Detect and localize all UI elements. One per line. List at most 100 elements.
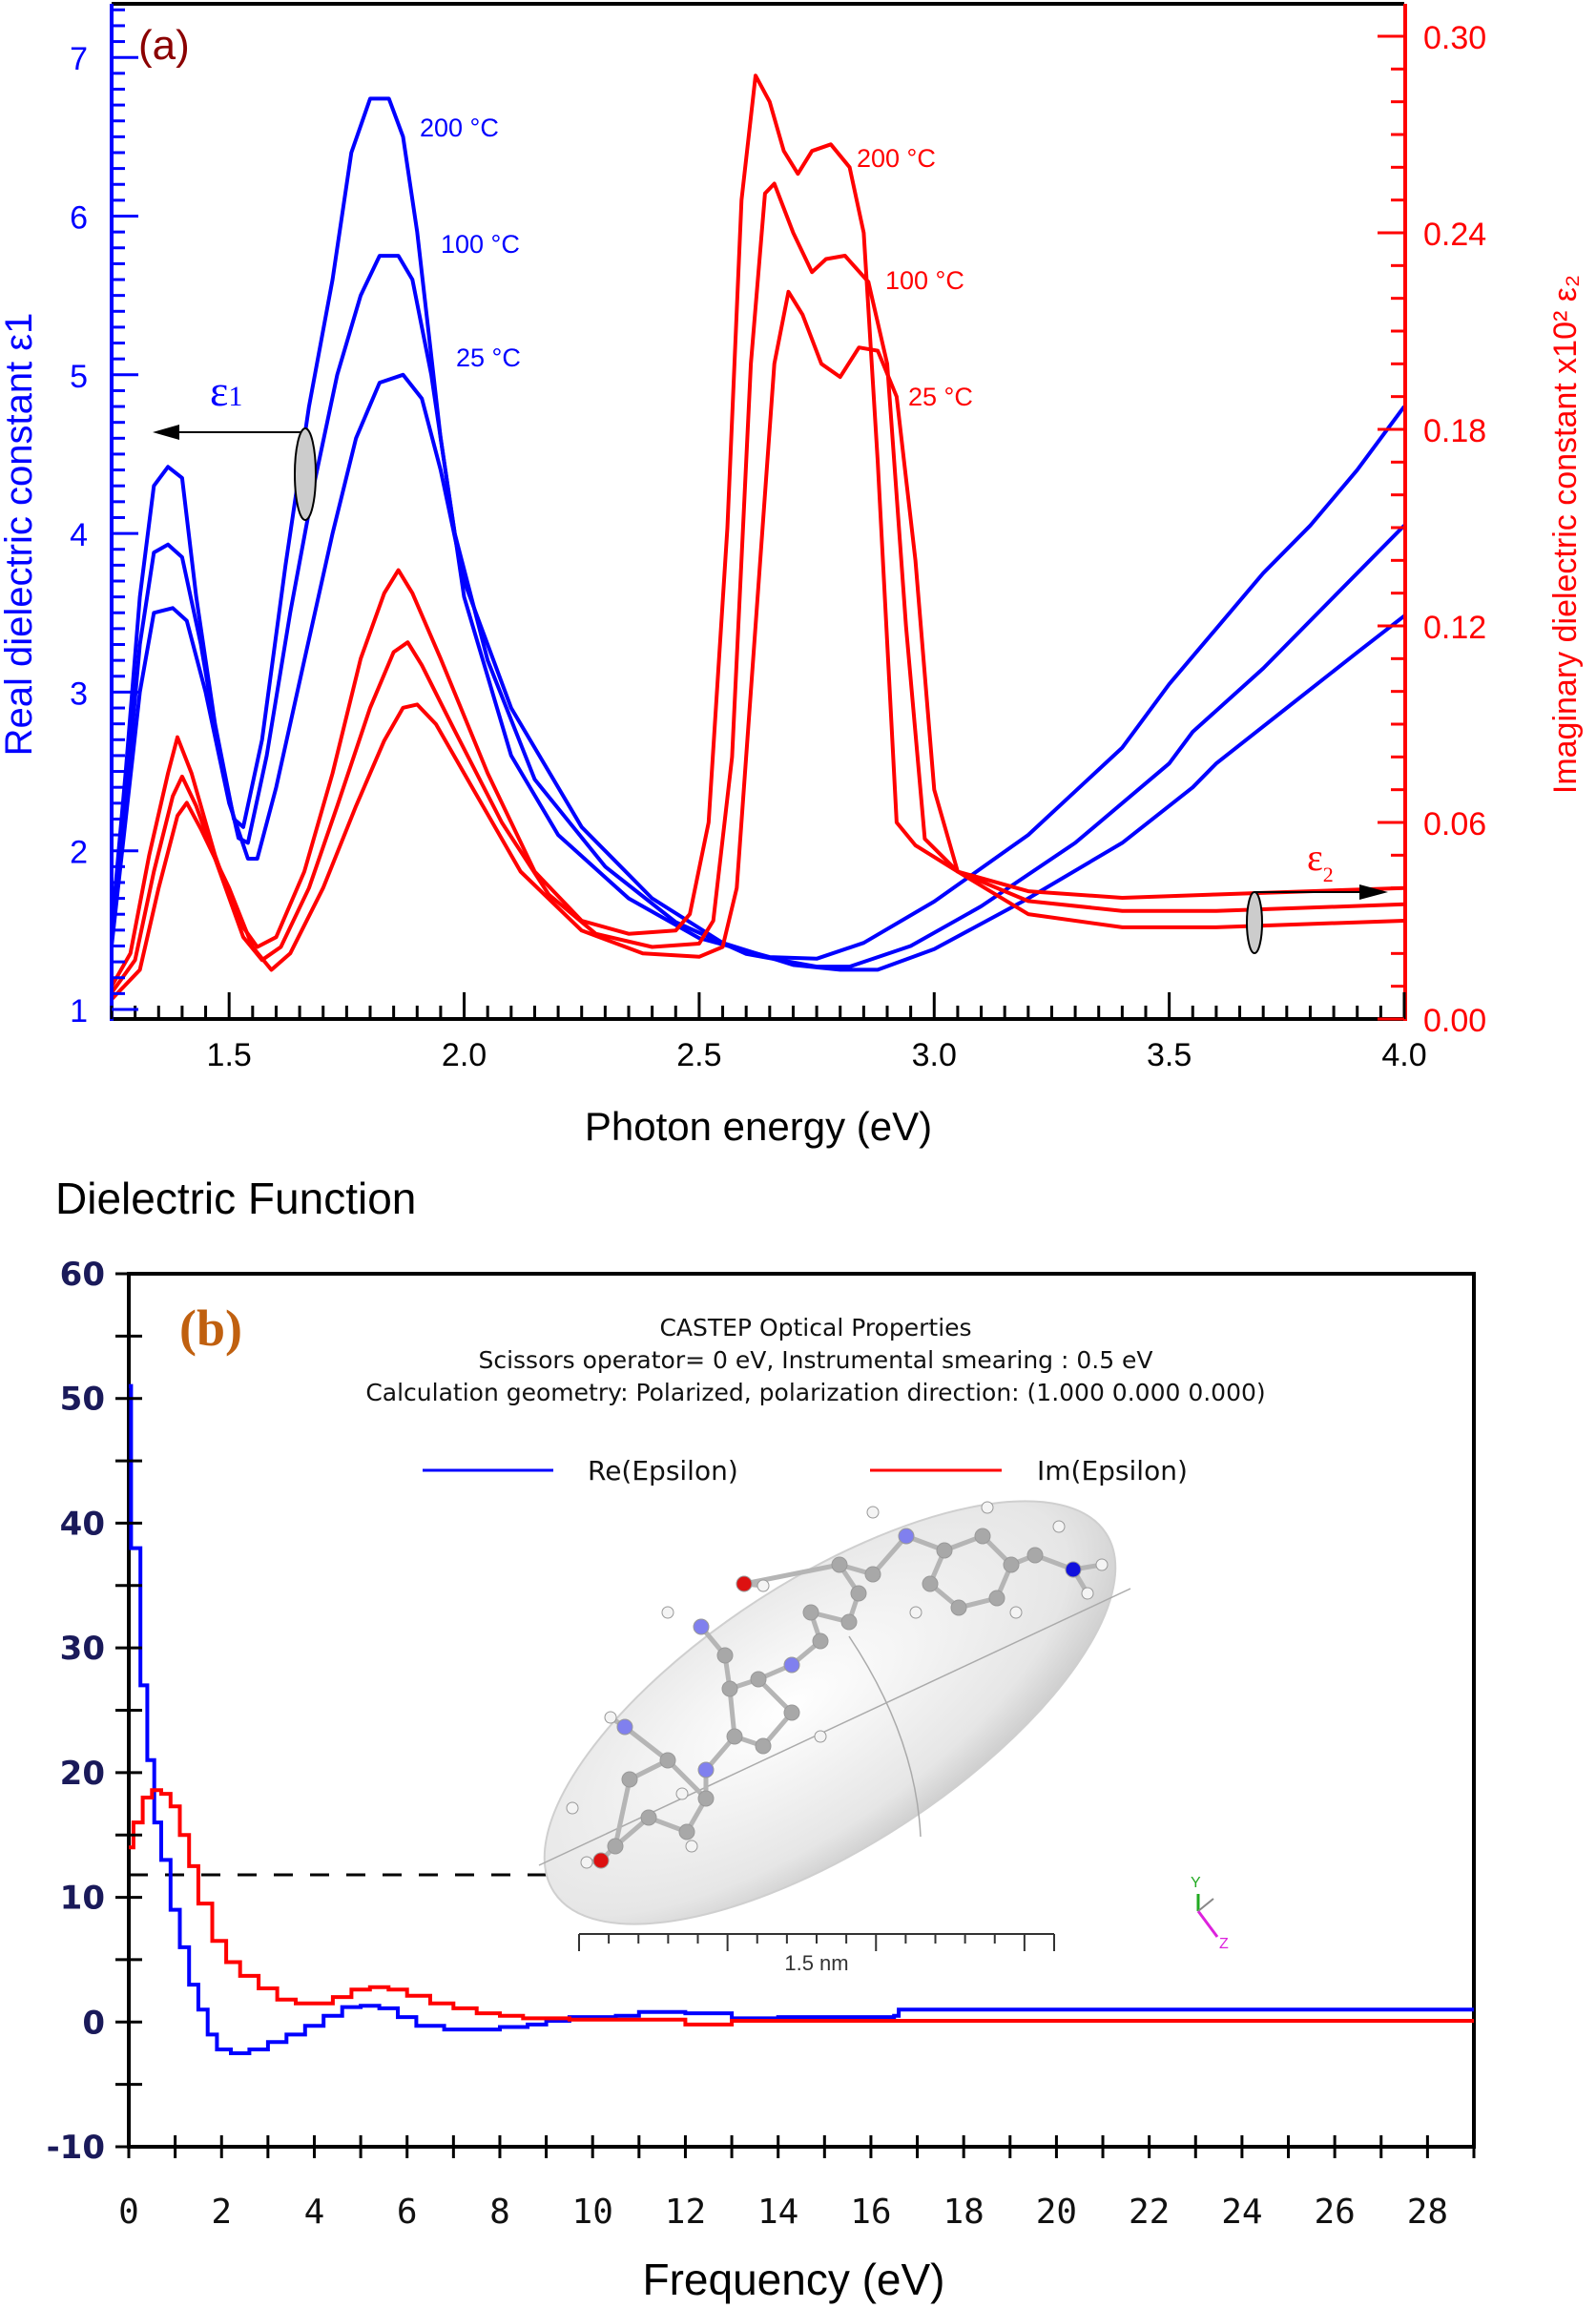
eps2-annotation: ε2 [1307, 836, 1334, 886]
molecule-atom-n [783, 1656, 800, 1674]
axis-triad-icon: Y Z [1191, 1875, 1229, 1952]
panel-a-right-axis-title: Imaginary dielectric constant x10² ε₂ [1547, 275, 1584, 794]
molecule-bond [623, 1725, 670, 1762]
legend-label-re: Re(Epsilon) [588, 1455, 738, 1487]
y-tick-label: 30 [60, 1630, 105, 1668]
molecule-atom-c [936, 1542, 953, 1559]
molecule-atom-h [675, 1787, 689, 1800]
right-y-tick-label: 0.00 [1423, 1003, 1486, 1039]
panel-b-x-tick-labels: 0 2 4 6 8 10 12 14 16 18 20 22 24 26 28 [118, 2193, 1448, 2232]
right-y-tick-label: 0.12 [1423, 610, 1486, 646]
left-y-tick-label: 5 [70, 359, 88, 395]
left-y-tick-label: 6 [70, 200, 88, 237]
molecule-atom-h [661, 1606, 674, 1619]
right-y-tick-label: 0.18 [1423, 413, 1486, 449]
scale-bar-label: 1.5 nm [784, 1951, 848, 1975]
scale-bar-ticks [578, 1934, 1055, 1951]
eps1-annotation: ε1 [210, 366, 242, 415]
left-y-tick-label: 7 [70, 41, 88, 77]
molecule-atom-n [693, 1618, 710, 1635]
molecule-atom-n [616, 1718, 633, 1736]
x-tick-label: 6 [397, 2193, 418, 2232]
temp-label-blue-25: 25 °C [456, 343, 521, 372]
temp-label-red-200: 200 °C [857, 144, 936, 173]
x-tick-label: 3.5 [1147, 1037, 1192, 1073]
molecule-atom-c [721, 1680, 738, 1697]
x-tick-label: 1.5 [207, 1037, 252, 1073]
temp-label-blue-100: 100 °C [441, 230, 520, 259]
molecule-atom-h [566, 1801, 579, 1815]
y-tick-label: -10 [47, 2129, 105, 2167]
panel-b-label: (b) [179, 1300, 242, 1357]
left-y-tick-label: 3 [70, 676, 88, 712]
panel-b-ticks [115, 1272, 1476, 2158]
x-tick-label: 24 [1221, 2193, 1262, 2232]
panel-b: Dielectric Function (b) CASTEP Optical P… [47, 1174, 1476, 2304]
right-y-tick-label: 0.30 [1423, 20, 1486, 56]
molecule-atom-c [659, 1752, 676, 1769]
molecule-bond [612, 1778, 632, 1847]
x-tick-label: 8 [489, 2193, 510, 2232]
molecule-atom-h [1009, 1606, 1023, 1619]
eps2-arrow-head [1359, 884, 1388, 900]
temp-label-red-25: 25 °C [908, 383, 973, 411]
molecule-atom-c [850, 1585, 867, 1602]
panel-b-x-axis-title: Frequency (eV) [642, 2255, 944, 2304]
molecule-atom-h [814, 1730, 827, 1743]
x-tick-label: 18 [943, 2193, 984, 2232]
molecule-atom-c [716, 1647, 734, 1664]
molecule-atom-c [988, 1590, 1005, 1607]
molecule-atom-c [783, 1704, 800, 1721]
x-tick-label: 22 [1129, 2193, 1170, 2232]
molecule-atom-h [909, 1606, 922, 1619]
panel-b-y-tick-labels: 60 50 40 30 20 10 0 -10 [47, 1256, 105, 2167]
x-tick-label: 4.0 [1381, 1037, 1426, 1073]
y-tick-label: 40 [60, 1505, 105, 1543]
molecule-atom-h [580, 1856, 593, 1869]
molecule-atom-c [802, 1604, 819, 1621]
panel-a-label: (a) [138, 22, 190, 69]
panel-b-legend: Re(Epsilon) Im(Epsilon) [423, 1455, 1188, 1487]
molecule-atom-c [922, 1575, 939, 1592]
x-tick-label: 2.0 [442, 1037, 487, 1073]
molecule-inset: 1.5 nm Y Z [538, 1500, 1229, 1975]
molecule-atom-c [974, 1528, 991, 1545]
molecule-atom-c [640, 1809, 657, 1826]
left-y-tick-label: 2 [70, 835, 88, 871]
molecule-structure [566, 1501, 1109, 1869]
y-tick-label: 50 [60, 1381, 105, 1419]
molecule-atom-h [604, 1711, 617, 1724]
panel-a-series-group [110, 73, 1406, 1001]
molecule-bond [666, 1758, 708, 1800]
panel-a-x-tick-labels: 1.5 2.0 2.5 3.0 3.5 4.0 [207, 1037, 1427, 1073]
panel-a-x-axis-title: Photon energy (eV) [585, 1104, 932, 1149]
molecule-atom-o [736, 1575, 753, 1592]
molecule-atom-c [697, 1790, 715, 1807]
x-tick-label: 26 [1314, 2193, 1355, 2232]
castep-title-line-1: CASTEP Optical Properties [659, 1314, 971, 1341]
x-tick-label: 2.5 [676, 1037, 721, 1073]
molecule-atom-c [726, 1728, 743, 1745]
molecule-atom-c [1003, 1556, 1020, 1573]
left-y-tick-label: 4 [70, 517, 88, 553]
x-tick-label: 16 [850, 2193, 891, 2232]
series-line--1-200-c [110, 96, 1406, 961]
x-tick-label: 10 [572, 2193, 613, 2232]
x-tick-label: 20 [1036, 2193, 1077, 2232]
temp-label-red-100: 100 °C [885, 266, 964, 295]
molecule-atom-c [864, 1566, 881, 1583]
x-tick-label: 14 [757, 2193, 798, 2232]
series-line--2-25-c [110, 289, 1405, 1001]
legend-label-im: Im(Epsilon) [1037, 1455, 1188, 1487]
molecule-atom-c [678, 1823, 695, 1840]
eps2-curve-selector-ellipse [1246, 891, 1263, 954]
castep-title-line-2: Scissors operator= 0 eV, Instrumental sm… [478, 1346, 1152, 1374]
x-tick-label: 4 [304, 2193, 325, 2232]
molecule-atom-c [1026, 1547, 1044, 1564]
molecule-atom-h [1052, 1520, 1066, 1533]
panel-a-left-axis-title: Real dielectric constant ε1 [0, 313, 40, 757]
series-line--2-100-c [110, 181, 1405, 994]
ellipsoid-axis-line [538, 1588, 1131, 1866]
molecule-atom-n [898, 1528, 915, 1545]
